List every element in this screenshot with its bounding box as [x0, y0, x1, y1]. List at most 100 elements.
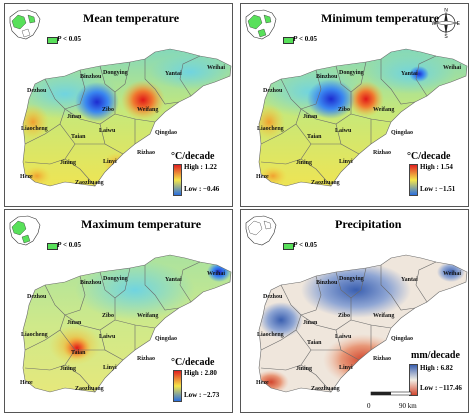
inset-locator-map	[9, 215, 41, 246]
city-label: Weihai	[443, 65, 462, 71]
panel-precipitation: Precipitation P < 0.05 Dezhou Binzhou Do…	[240, 209, 469, 413]
city-label: Liaocheng	[21, 126, 48, 132]
legend-high: High : 1.54	[420, 163, 453, 171]
legend-unit: °C/decade	[171, 151, 215, 162]
city-label: Yantai	[165, 277, 182, 283]
city-label: Linyi	[103, 365, 117, 371]
city-label: Yantai	[401, 71, 418, 77]
significance-legend-label: P < 0.05	[57, 241, 82, 249]
legend-low: Low : −2.73	[184, 391, 220, 399]
city-label: Zaozhuang	[311, 386, 340, 392]
city-label: Weifang	[137, 107, 159, 113]
inset-locator-map	[245, 215, 277, 246]
significance-legend-swatch	[47, 243, 58, 250]
city-label: Binzhou	[80, 74, 102, 80]
city-label: Heze	[256, 174, 269, 180]
city-label: Qingdao	[155, 130, 178, 136]
city-label: Taian	[307, 134, 322, 140]
city-label: Dongying	[339, 276, 364, 282]
inset-locator-map	[9, 9, 41, 40]
legend-unit: °C/decade	[171, 357, 215, 368]
legend-color-bar	[173, 370, 182, 402]
city-label: Heze	[20, 174, 33, 180]
city-label: Laiwu	[99, 128, 116, 134]
city-label: Binzhou	[80, 280, 102, 286]
significance-legend-swatch	[283, 243, 294, 250]
city-label: Taian	[71, 134, 86, 140]
city-label: Dongying	[103, 276, 128, 282]
city-label: Rizhao	[137, 356, 155, 362]
city-label: Linyi	[339, 365, 353, 371]
city-label: Weifang	[373, 107, 395, 113]
city-label: Jining	[60, 366, 77, 372]
map-mean-temperature	[22, 48, 232, 187]
legend-high: High : 2.80	[184, 369, 217, 377]
city-label: Liaocheng	[21, 332, 48, 338]
map-minimum-temperature	[258, 48, 468, 187]
city-label: Laiwu	[99, 334, 116, 340]
city-label: Jining	[296, 160, 313, 166]
significance-legend-label: P < 0.05	[293, 35, 318, 43]
legend-low: Low : −0.46	[184, 185, 220, 193]
significance-legend-swatch	[283, 37, 294, 44]
city-label: Liaocheng	[257, 332, 284, 338]
city-label: Weihai	[207, 65, 226, 71]
significance-legend-label: P < 0.05	[293, 241, 318, 249]
city-label: Zaozhuang	[311, 180, 340, 186]
city-label: Rizhao	[137, 150, 155, 156]
city-label: Heze	[20, 380, 33, 386]
city-label: Heze	[256, 380, 269, 386]
city-label: Linyi	[339, 159, 353, 165]
city-label: Qingdao	[391, 130, 414, 136]
compass-west: W	[432, 21, 437, 27]
legend-high: High : 1.22	[184, 163, 217, 171]
city-label: Qingdao	[155, 336, 178, 342]
panel-minimum-temperature: N S E W Minimum temperature P < 0.05 Dez…	[240, 3, 469, 207]
city-label: Linyi	[103, 159, 117, 165]
city-label: Rizhao	[373, 150, 391, 156]
city-label: Binzhou	[316, 74, 338, 80]
city-label: Jinan	[303, 114, 318, 120]
panel-title: Minimum temperature	[321, 11, 440, 25]
city-label: Dezhou	[263, 88, 283, 94]
scale-bar-end-label: 90 km	[399, 402, 417, 410]
city-label: Yantai	[165, 71, 182, 77]
city-label: Qingdao	[391, 336, 414, 342]
compass-north: N	[444, 8, 448, 14]
significance-legend-label: P < 0.05	[57, 35, 82, 43]
city-label: Jining	[296, 366, 313, 372]
city-label: Dongying	[103, 70, 128, 76]
panel-title: Mean temperature	[83, 11, 180, 25]
city-label: Jining	[60, 160, 77, 166]
city-label: Jinan	[67, 320, 82, 326]
legend-low: Low : −117.46	[420, 384, 462, 392]
city-label: Jinan	[67, 114, 82, 120]
map-maximum-temperature	[22, 254, 232, 393]
scale-bar-start-label: 0	[367, 402, 371, 410]
city-label: Binzhou	[316, 280, 338, 286]
compass-rose-icon: N S E W	[432, 8, 461, 38]
city-label: Taian	[307, 340, 322, 346]
city-label: Zaozhuang	[75, 180, 104, 186]
city-label: Jinan	[303, 320, 318, 326]
city-label: Dezhou	[27, 294, 47, 300]
city-label: Taian	[71, 350, 86, 356]
city-label: Weifang	[137, 313, 159, 319]
city-label: Dongying	[339, 70, 364, 76]
city-label: Zibo	[102, 313, 115, 319]
city-label: Yantai	[401, 277, 418, 283]
legend-high: High : 6.82	[420, 364, 453, 372]
city-label: Rizhao	[373, 356, 391, 362]
city-label: Zaozhuang	[75, 386, 104, 392]
city-label: Dezhou	[263, 294, 283, 300]
compass-east: E	[457, 21, 461, 27]
legend-color-bar	[409, 164, 418, 196]
city-label: Liaocheng	[257, 126, 284, 132]
panel-mean-temperature: Mean temperature P < 0.05 Dezhou Binzhou…	[4, 3, 233, 207]
city-label: Laiwu	[335, 334, 352, 340]
legend-unit: mm/decade	[411, 350, 460, 361]
city-label: Laiwu	[335, 128, 352, 134]
scale-bar	[370, 391, 412, 396]
city-label: Zibo	[102, 107, 115, 113]
panel-maximum-temperature: Maximum temperature P < 0.05 Dezhou Binz…	[4, 209, 233, 413]
